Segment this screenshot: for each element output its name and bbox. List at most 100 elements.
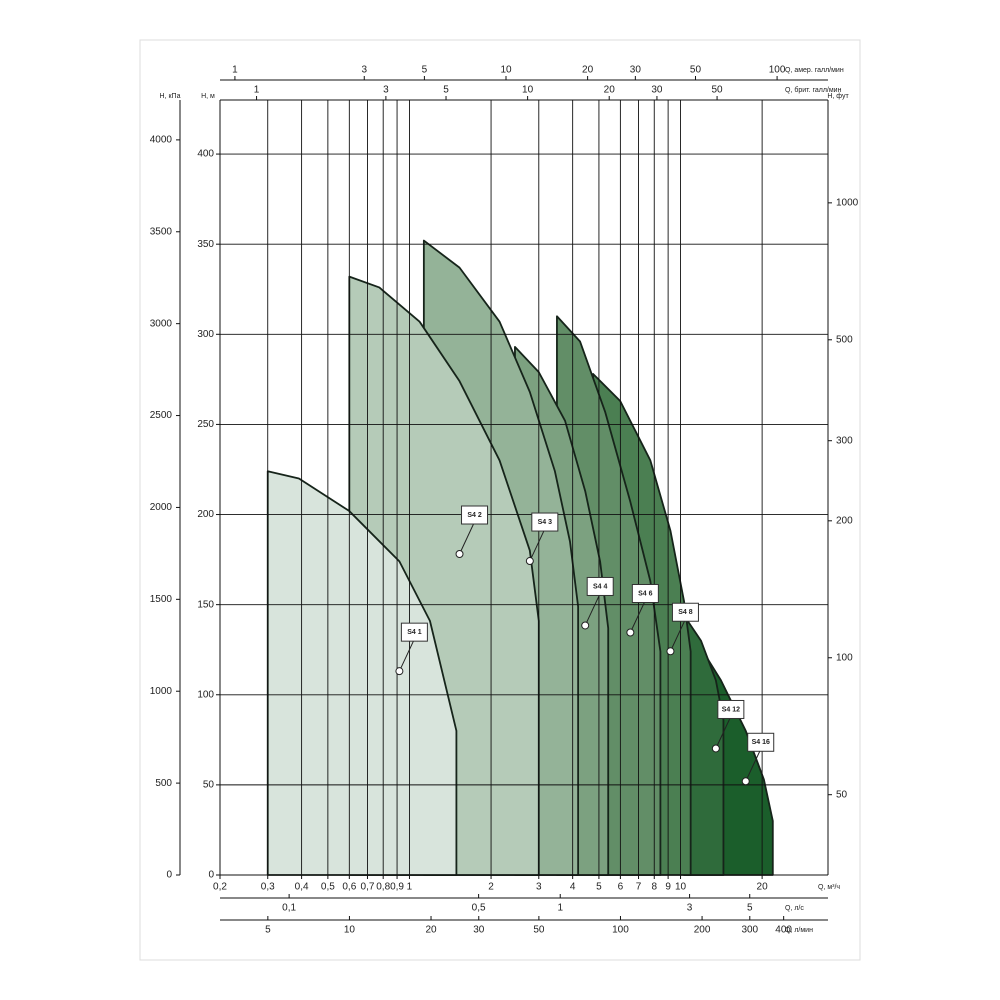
secondary-tick-label: 2500 — [150, 410, 173, 421]
secondary-tick-label: 50 — [712, 85, 724, 96]
secondary-axis-label: Q, л/с — [785, 905, 804, 912]
y-tick-label: 100 — [197, 689, 214, 700]
y-tick-label: 0 — [208, 870, 214, 881]
secondary-tick-label: 4000 — [150, 135, 173, 146]
x-tick-label: 20 — [757, 882, 769, 893]
y-tick-label: 150 — [197, 599, 214, 610]
secondary-tick-label: 1 — [557, 903, 563, 914]
secondary-axis-label: Q, амер. галл/мин — [785, 67, 844, 74]
y-tick-label: 200 — [197, 509, 214, 520]
label-box — [717, 699, 745, 719]
secondary-tick-label: 300 — [741, 925, 758, 936]
secondary-tick-label: 1000 — [150, 686, 173, 697]
secondary-tick-label: 500 — [836, 334, 853, 345]
secondary-tick-label: 100 — [836, 652, 853, 663]
label-box — [671, 602, 699, 622]
secondary-tick-label: 200 — [836, 515, 853, 526]
label-box — [461, 505, 489, 525]
secondary-axis-label: H, фут — [827, 93, 849, 100]
y-tick-label: 400 — [197, 149, 214, 160]
secondary-axis-label: Q, л/мин — [785, 927, 813, 934]
label-leader — [745, 751, 761, 782]
series-label: S4 4 — [593, 583, 608, 590]
secondary-tick-label: 5 — [422, 65, 428, 76]
label-leader — [584, 595, 600, 626]
secondary-tick-label: 0,5 — [472, 903, 486, 914]
label-box — [631, 583, 659, 603]
label-leader — [398, 640, 414, 672]
secondary-tick-label: 50 — [533, 925, 545, 936]
secondary-tick-label: 20 — [425, 925, 437, 936]
x-tick-label: 2 — [488, 882, 494, 893]
label-point — [741, 777, 750, 786]
secondary-tick-label: 1 — [254, 85, 260, 96]
label-point — [626, 628, 635, 637]
x-tick-label: 0,6 — [342, 882, 356, 893]
series-label: S4 2 — [467, 512, 482, 519]
secondary-tick-label: 3500 — [150, 226, 173, 237]
secondary-tick-label: 50 — [836, 789, 848, 800]
label-point — [581, 621, 590, 630]
series-label: S4 8 — [678, 609, 693, 616]
x-tick-label: 0,7 — [361, 882, 375, 893]
secondary-tick-label: 3000 — [150, 318, 173, 329]
label-box — [747, 732, 775, 752]
label-leader — [629, 602, 645, 633]
y-tick-label: 300 — [197, 329, 214, 340]
secondary-tick-label: 1 — [232, 65, 238, 76]
x-tick-label: 4 — [570, 882, 576, 893]
label-leader — [459, 523, 474, 555]
x-tick-label: 5 — [596, 882, 602, 893]
label-box — [586, 576, 614, 596]
secondary-tick-label: 20 — [604, 85, 616, 96]
secondary-tick-label: 3 — [361, 65, 367, 76]
x-tick-label: 0,4 — [295, 882, 309, 893]
x-tick-label: 0,3 — [261, 882, 275, 893]
x-tick-label: 3 — [536, 882, 542, 893]
secondary-tick-label: 3 — [383, 85, 389, 96]
secondary-tick-label: 1500 — [150, 594, 173, 605]
x-tick-label: 6 — [618, 882, 624, 893]
secondary-tick-label: 200 — [694, 925, 711, 936]
label-leader — [529, 530, 545, 562]
secondary-axis-label: H, кПа — [160, 93, 181, 100]
x-tick-label: 0,5 — [321, 882, 335, 893]
secondary-tick-label: 5 — [265, 925, 271, 936]
secondary-tick-label: 50 — [690, 65, 702, 76]
secondary-tick-label: 5 — [443, 85, 449, 96]
label-leader — [669, 621, 685, 652]
y-tick-label: 250 — [197, 419, 214, 430]
label-box — [531, 512, 559, 532]
secondary-tick-label: 30 — [651, 85, 663, 96]
series-label: S4 16 — [752, 739, 770, 746]
series-label: S4 1 — [407, 629, 422, 636]
label-point — [525, 557, 534, 566]
secondary-tick-label: 0 — [166, 870, 172, 881]
secondary-tick-label: 10 — [522, 85, 534, 96]
label-point — [455, 550, 464, 559]
secondary-tick-label: 30 — [630, 65, 642, 76]
secondary-tick-label: 10 — [500, 65, 512, 76]
label-leader — [715, 718, 731, 749]
secondary-tick-label: 300 — [836, 435, 853, 446]
y-axis-label: H, м — [201, 93, 215, 100]
secondary-tick-label: 10 — [344, 925, 356, 936]
x-tick-label: 8 — [651, 882, 657, 893]
secondary-tick-label: 500 — [155, 778, 172, 789]
x-tick-label: 0,8 — [376, 882, 390, 893]
label-box — [400, 622, 428, 642]
x-tick-label: 10 — [675, 882, 687, 893]
x-tick-label: 7 — [636, 882, 642, 893]
secondary-tick-label: 400 — [775, 925, 792, 936]
secondary-tick-label: 0,1 — [282, 903, 296, 914]
label-point — [711, 744, 720, 753]
x-tick-label: 0,2 — [213, 882, 227, 893]
secondary-tick-label: 100 — [612, 925, 629, 936]
secondary-tick-label: 5 — [747, 903, 753, 914]
series-label: S4 6 — [638, 590, 653, 597]
y-tick-label: 350 — [197, 239, 214, 250]
x-tick-label: 9 — [665, 882, 671, 893]
secondary-tick-label: 3 — [687, 903, 693, 914]
series-label: S4 3 — [538, 519, 553, 526]
